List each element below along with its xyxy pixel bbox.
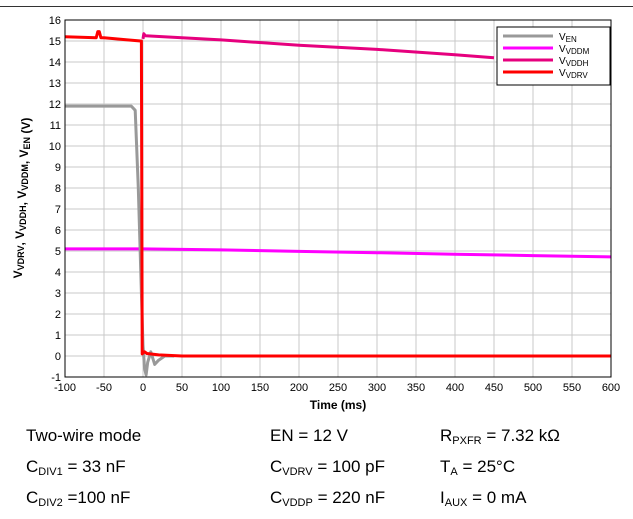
x-tick-label: 0	[140, 382, 146, 394]
legend-label: VVDDM	[559, 44, 590, 56]
x-tick-label: 250	[329, 382, 347, 394]
y-tick-label: 2	[55, 309, 61, 321]
legend-label: VVDDH	[559, 56, 589, 68]
x-tick-label: -50	[96, 382, 112, 394]
x-tick-label: 550	[563, 382, 581, 394]
y-tick-label: 16	[49, 15, 61, 27]
legend-label: VEN	[559, 32, 577, 44]
x-tick-label: 300	[368, 382, 386, 394]
series-layer	[64, 30, 612, 377]
y-tick-label: 0	[55, 351, 61, 363]
y-tick-label: 3	[55, 288, 61, 300]
test-conditions: Two-wire mode EN = 12 V RPXFR = 7.32 kΩ CDI…	[0, 426, 633, 519]
y-axis-title: VVDRV, VVDDH, VVDDM, VEN (V)	[11, 118, 33, 279]
series-line-en	[65, 104, 175, 377]
chart: -100 -50 0 50 100 150 200 250 300 350 400 450 500 550…	[0, 6, 633, 412]
condition-item: IAUX = 0 mA	[440, 488, 527, 509]
x-tick-label: 400	[446, 382, 464, 394]
y-tick-label: 8	[55, 183, 61, 195]
condition-item: CVDDP = 220 nF	[270, 488, 386, 509]
y-tick-label: 5	[55, 246, 61, 258]
y-tick-label: 14	[49, 57, 61, 69]
y-tick-label: 15	[49, 36, 61, 48]
x-tick-label: -100	[54, 382, 76, 394]
series-line-vdrv	[64, 30, 611, 358]
y-tick-label: 9	[55, 162, 61, 174]
x-tick-label: 200	[290, 382, 308, 394]
y-tick-label: 6	[55, 225, 61, 237]
tick-labels: -100 -50 0 50 100 150 200 250 300 350 400 450 500 550…	[49, 15, 620, 394]
x-tick-label: 500	[524, 382, 542, 394]
condition-row: CDIV2 =100 nF CVDDP = 220 nF IAUX = 0 mA	[0, 488, 633, 519]
x-axis-title: Time (ms)	[310, 398, 366, 412]
series-line-vddh	[141, 32, 495, 60]
condition-item: RPXFR = 7.32 kΩ	[440, 426, 561, 447]
y-tick-label: -1	[51, 372, 61, 384]
y-tick-label: 7	[55, 204, 61, 216]
x-tick-label: 100	[212, 382, 230, 394]
condition-row: CDIV1 = 33 nF CVDRV = 100 pF TA = 25°C	[0, 457, 633, 488]
x-tick-label: 350	[407, 382, 425, 394]
y-tick-label: 4	[55, 267, 61, 279]
grid	[64, 19, 612, 378]
condition-item: EN = 12 V	[270, 426, 348, 445]
x-tick-label: 450	[485, 382, 503, 394]
x-tick-label: 600	[602, 382, 620, 394]
y-tick-label: 11	[50, 120, 61, 132]
legend-box	[496, 26, 611, 86]
y-tick-label: 12	[49, 99, 61, 111]
condition-row: Two-wire mode EN = 12 V RPXFR = 7.32 kΩ	[0, 426, 633, 457]
legend-label: VVDRV	[559, 68, 588, 80]
condition-item: CDIV1 = 33 nF	[26, 457, 126, 478]
series-line-vddm	[65, 247, 612, 259]
x-tick-label: 150	[251, 382, 269, 394]
condition-item: CVDRV = 100 pF	[270, 457, 385, 478]
y-tick-label: 1	[55, 330, 61, 342]
condition-item: Two-wire mode	[26, 426, 142, 445]
plot-frame	[64, 19, 612, 378]
x-tick-label: 50	[176, 382, 188, 394]
y-tick-label: 10	[49, 141, 61, 153]
condition-item: TA = 25°C	[440, 457, 516, 478]
y-tick-label: 13	[49, 78, 61, 90]
condition-item: CDIV2 =100 nF	[26, 488, 131, 509]
